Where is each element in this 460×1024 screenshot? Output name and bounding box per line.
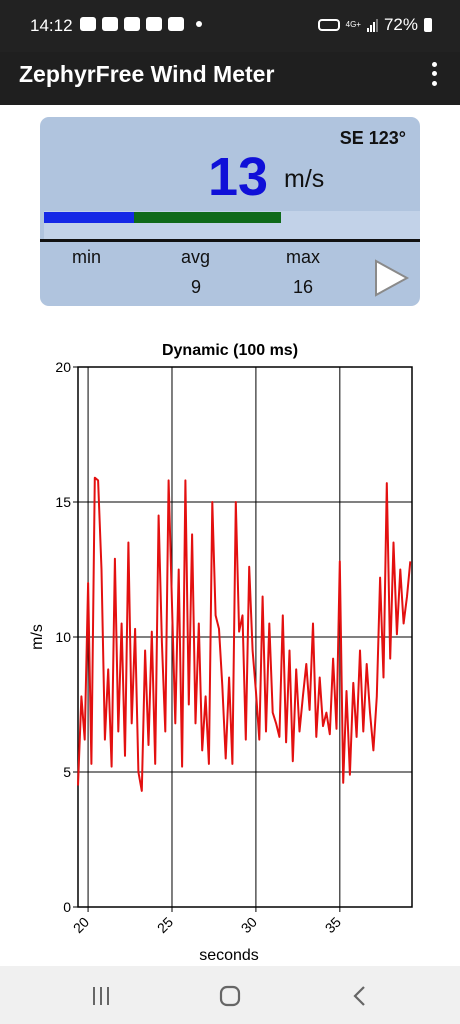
gust-bar-lower — [44, 212, 134, 223]
x-tick-label: 35 — [322, 914, 344, 936]
youtube-icon — [80, 17, 96, 31]
y-tick-label: 10 — [55, 629, 71, 645]
status-bar: 14:12 4G+ 72% — [0, 0, 460, 52]
max-label: max — [286, 247, 321, 267]
y-tick-label: 15 — [55, 494, 71, 510]
battery-icon — [424, 18, 432, 32]
home-icon[interactable] — [215, 981, 245, 1011]
recent-apps-icon[interactable] — [86, 981, 116, 1011]
panel-divider — [40, 239, 420, 242]
wind-speed-series — [77, 476, 412, 792]
x-tick-label: 30 — [238, 914, 260, 936]
wind-speed-value: 13 — [208, 147, 269, 207]
network-4g-icon: 4G+ — [345, 20, 361, 29]
app-bar: ZephyrFree Wind Meter — [0, 52, 460, 105]
chart-ticks: 0 5 10 15 20 20 25 30 35 — [55, 359, 344, 936]
status-time: 14:12 — [30, 16, 73, 35]
app-title: ZephyrFree Wind Meter — [19, 61, 275, 87]
overflow-menu-icon[interactable] — [426, 60, 442, 88]
shield-icon — [124, 17, 140, 31]
status-left-icons — [80, 17, 202, 31]
back-icon[interactable] — [345, 981, 375, 1011]
y-tick-label: 20 — [55, 359, 71, 375]
exchange-icon — [146, 17, 162, 31]
max-value: 16 — [293, 277, 314, 297]
eye-icon — [102, 17, 118, 31]
gust-bar-upper — [134, 212, 281, 223]
signal-icon — [366, 18, 378, 32]
x-tick-label: 25 — [154, 914, 176, 936]
wind-chart: Dynamic (100 ms) 0 5 10 15 20 20 25 30 35 second… — [29, 342, 413, 964]
avg-label: avg — [181, 247, 211, 267]
y-tick-label: 5 — [63, 764, 71, 780]
status-right-icons: 4G+ 72% — [317, 15, 432, 35]
wind-panel: SE 123° 13 m/s min avg max 9 16 — [40, 117, 420, 306]
chart-title: Dynamic (100 ms) — [162, 342, 298, 359]
y-tick-label: 0 — [63, 899, 71, 915]
play-icon[interactable] — [374, 259, 410, 297]
min-label: min — [72, 247, 102, 267]
x-axis-label: seconds — [199, 947, 259, 964]
battery-percent: 72% — [383, 15, 418, 34]
wind-speed-unit: m/s — [284, 165, 325, 193]
gallery-icon — [168, 17, 184, 31]
vpn-key-icon — [317, 19, 340, 31]
x-tick-label: 20 — [70, 914, 92, 936]
avg-value: 9 — [191, 277, 202, 297]
wind-direction: SE 123° — [339, 128, 406, 148]
navigation-bar — [0, 966, 460, 1024]
chart-grid — [78, 366, 412, 908]
y-axis-label: m/s — [29, 624, 46, 650]
notification-dot-icon — [196, 21, 202, 27]
